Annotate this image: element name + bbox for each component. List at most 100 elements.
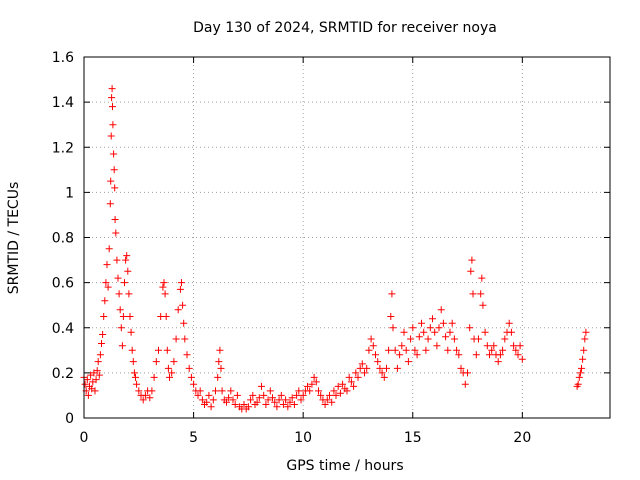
data-point bbox=[101, 297, 109, 305]
data-point bbox=[240, 401, 248, 408]
data-point bbox=[391, 346, 399, 354]
x-tick-label: 0 bbox=[80, 430, 89, 446]
data-point bbox=[334, 382, 342, 390]
x-tick-label: 15 bbox=[404, 430, 422, 446]
data-point bbox=[467, 267, 475, 275]
data-point bbox=[409, 324, 417, 332]
data-point bbox=[345, 373, 353, 381]
y-tick-label: 0.4 bbox=[52, 321, 74, 337]
data-point bbox=[273, 403, 281, 411]
data-point bbox=[218, 387, 226, 395]
data-point bbox=[109, 121, 117, 129]
data-point bbox=[400, 328, 408, 336]
data-point bbox=[110, 150, 118, 158]
data-point bbox=[576, 369, 584, 377]
data-point bbox=[162, 313, 170, 320]
data-point bbox=[385, 346, 393, 354]
data-point bbox=[164, 364, 172, 372]
data-point bbox=[393, 364, 401, 372]
x-tick-label: 10 bbox=[294, 430, 312, 446]
data-point bbox=[229, 396, 237, 404]
data-point bbox=[514, 351, 522, 359]
data-point bbox=[581, 335, 589, 343]
data-point bbox=[450, 335, 458, 343]
y-tick-label: 0.2 bbox=[52, 366, 74, 382]
data-point bbox=[155, 346, 162, 354]
data-point bbox=[352, 369, 360, 377]
data-point bbox=[180, 319, 188, 327]
data-point bbox=[118, 342, 126, 350]
data-point bbox=[94, 358, 102, 366]
data-point bbox=[92, 376, 100, 384]
data-point bbox=[95, 371, 103, 379]
data-point bbox=[424, 335, 432, 343]
data-point bbox=[139, 396, 147, 404]
data-point bbox=[209, 396, 217, 404]
data-point bbox=[266, 387, 274, 395]
data-point bbox=[367, 335, 375, 343]
data-point bbox=[433, 342, 441, 350]
grid-layer bbox=[84, 57, 610, 418]
data-point bbox=[111, 184, 119, 192]
data-point bbox=[304, 382, 311, 390]
data-point bbox=[284, 403, 292, 411]
data-point bbox=[96, 351, 104, 359]
x-axis-label: GPS time / hours bbox=[286, 458, 403, 474]
data-point bbox=[198, 396, 206, 404]
data-point bbox=[295, 387, 303, 395]
data-point bbox=[107, 177, 115, 185]
data-point bbox=[297, 396, 305, 404]
data-point bbox=[505, 319, 513, 327]
data-point bbox=[578, 364, 585, 372]
data-point bbox=[306, 387, 314, 395]
data-point bbox=[518, 355, 526, 363]
data-point bbox=[478, 274, 486, 282]
data-point bbox=[426, 324, 434, 332]
data-point bbox=[215, 358, 223, 366]
data-point bbox=[196, 387, 204, 395]
data-point bbox=[507, 328, 515, 336]
data-point bbox=[205, 391, 213, 399]
data-point bbox=[126, 313, 134, 320]
data-point bbox=[128, 346, 136, 354]
data-point bbox=[271, 398, 279, 406]
data-point bbox=[574, 380, 582, 388]
data-point bbox=[125, 290, 133, 298]
data-point bbox=[404, 358, 412, 366]
data-point bbox=[119, 313, 127, 320]
data-point bbox=[469, 290, 477, 298]
data-point bbox=[323, 396, 331, 404]
data-point bbox=[501, 335, 509, 343]
chart-title: Day 130 of 2024, SRMTID for receiver noy… bbox=[193, 20, 497, 36]
data-point bbox=[179, 301, 187, 309]
data-point bbox=[580, 346, 588, 354]
data-point bbox=[490, 342, 498, 350]
data-point bbox=[582, 328, 590, 336]
data-point bbox=[190, 380, 198, 388]
data-point bbox=[374, 358, 382, 366]
data-point bbox=[369, 342, 377, 350]
data-point bbox=[328, 398, 336, 406]
data-point bbox=[448, 319, 456, 327]
data-point bbox=[84, 391, 92, 399]
data-point bbox=[109, 103, 116, 111]
data-point bbox=[217, 364, 225, 372]
data-point bbox=[361, 369, 368, 377]
data-point bbox=[389, 324, 397, 332]
data-point bbox=[339, 380, 347, 388]
data-point bbox=[418, 319, 425, 327]
data-point bbox=[253, 398, 261, 406]
data-point bbox=[187, 373, 195, 381]
y-tick-label: 0 bbox=[65, 411, 74, 427]
data-point bbox=[275, 396, 283, 404]
y-tick-label: 0.8 bbox=[52, 231, 74, 247]
data-point bbox=[415, 333, 423, 341]
data-point bbox=[512, 346, 520, 354]
data-point bbox=[123, 252, 131, 260]
data-point bbox=[168, 369, 176, 377]
data-point bbox=[135, 387, 143, 395]
data-point bbox=[457, 364, 465, 372]
data-point bbox=[207, 403, 215, 411]
data-point bbox=[212, 387, 219, 395]
